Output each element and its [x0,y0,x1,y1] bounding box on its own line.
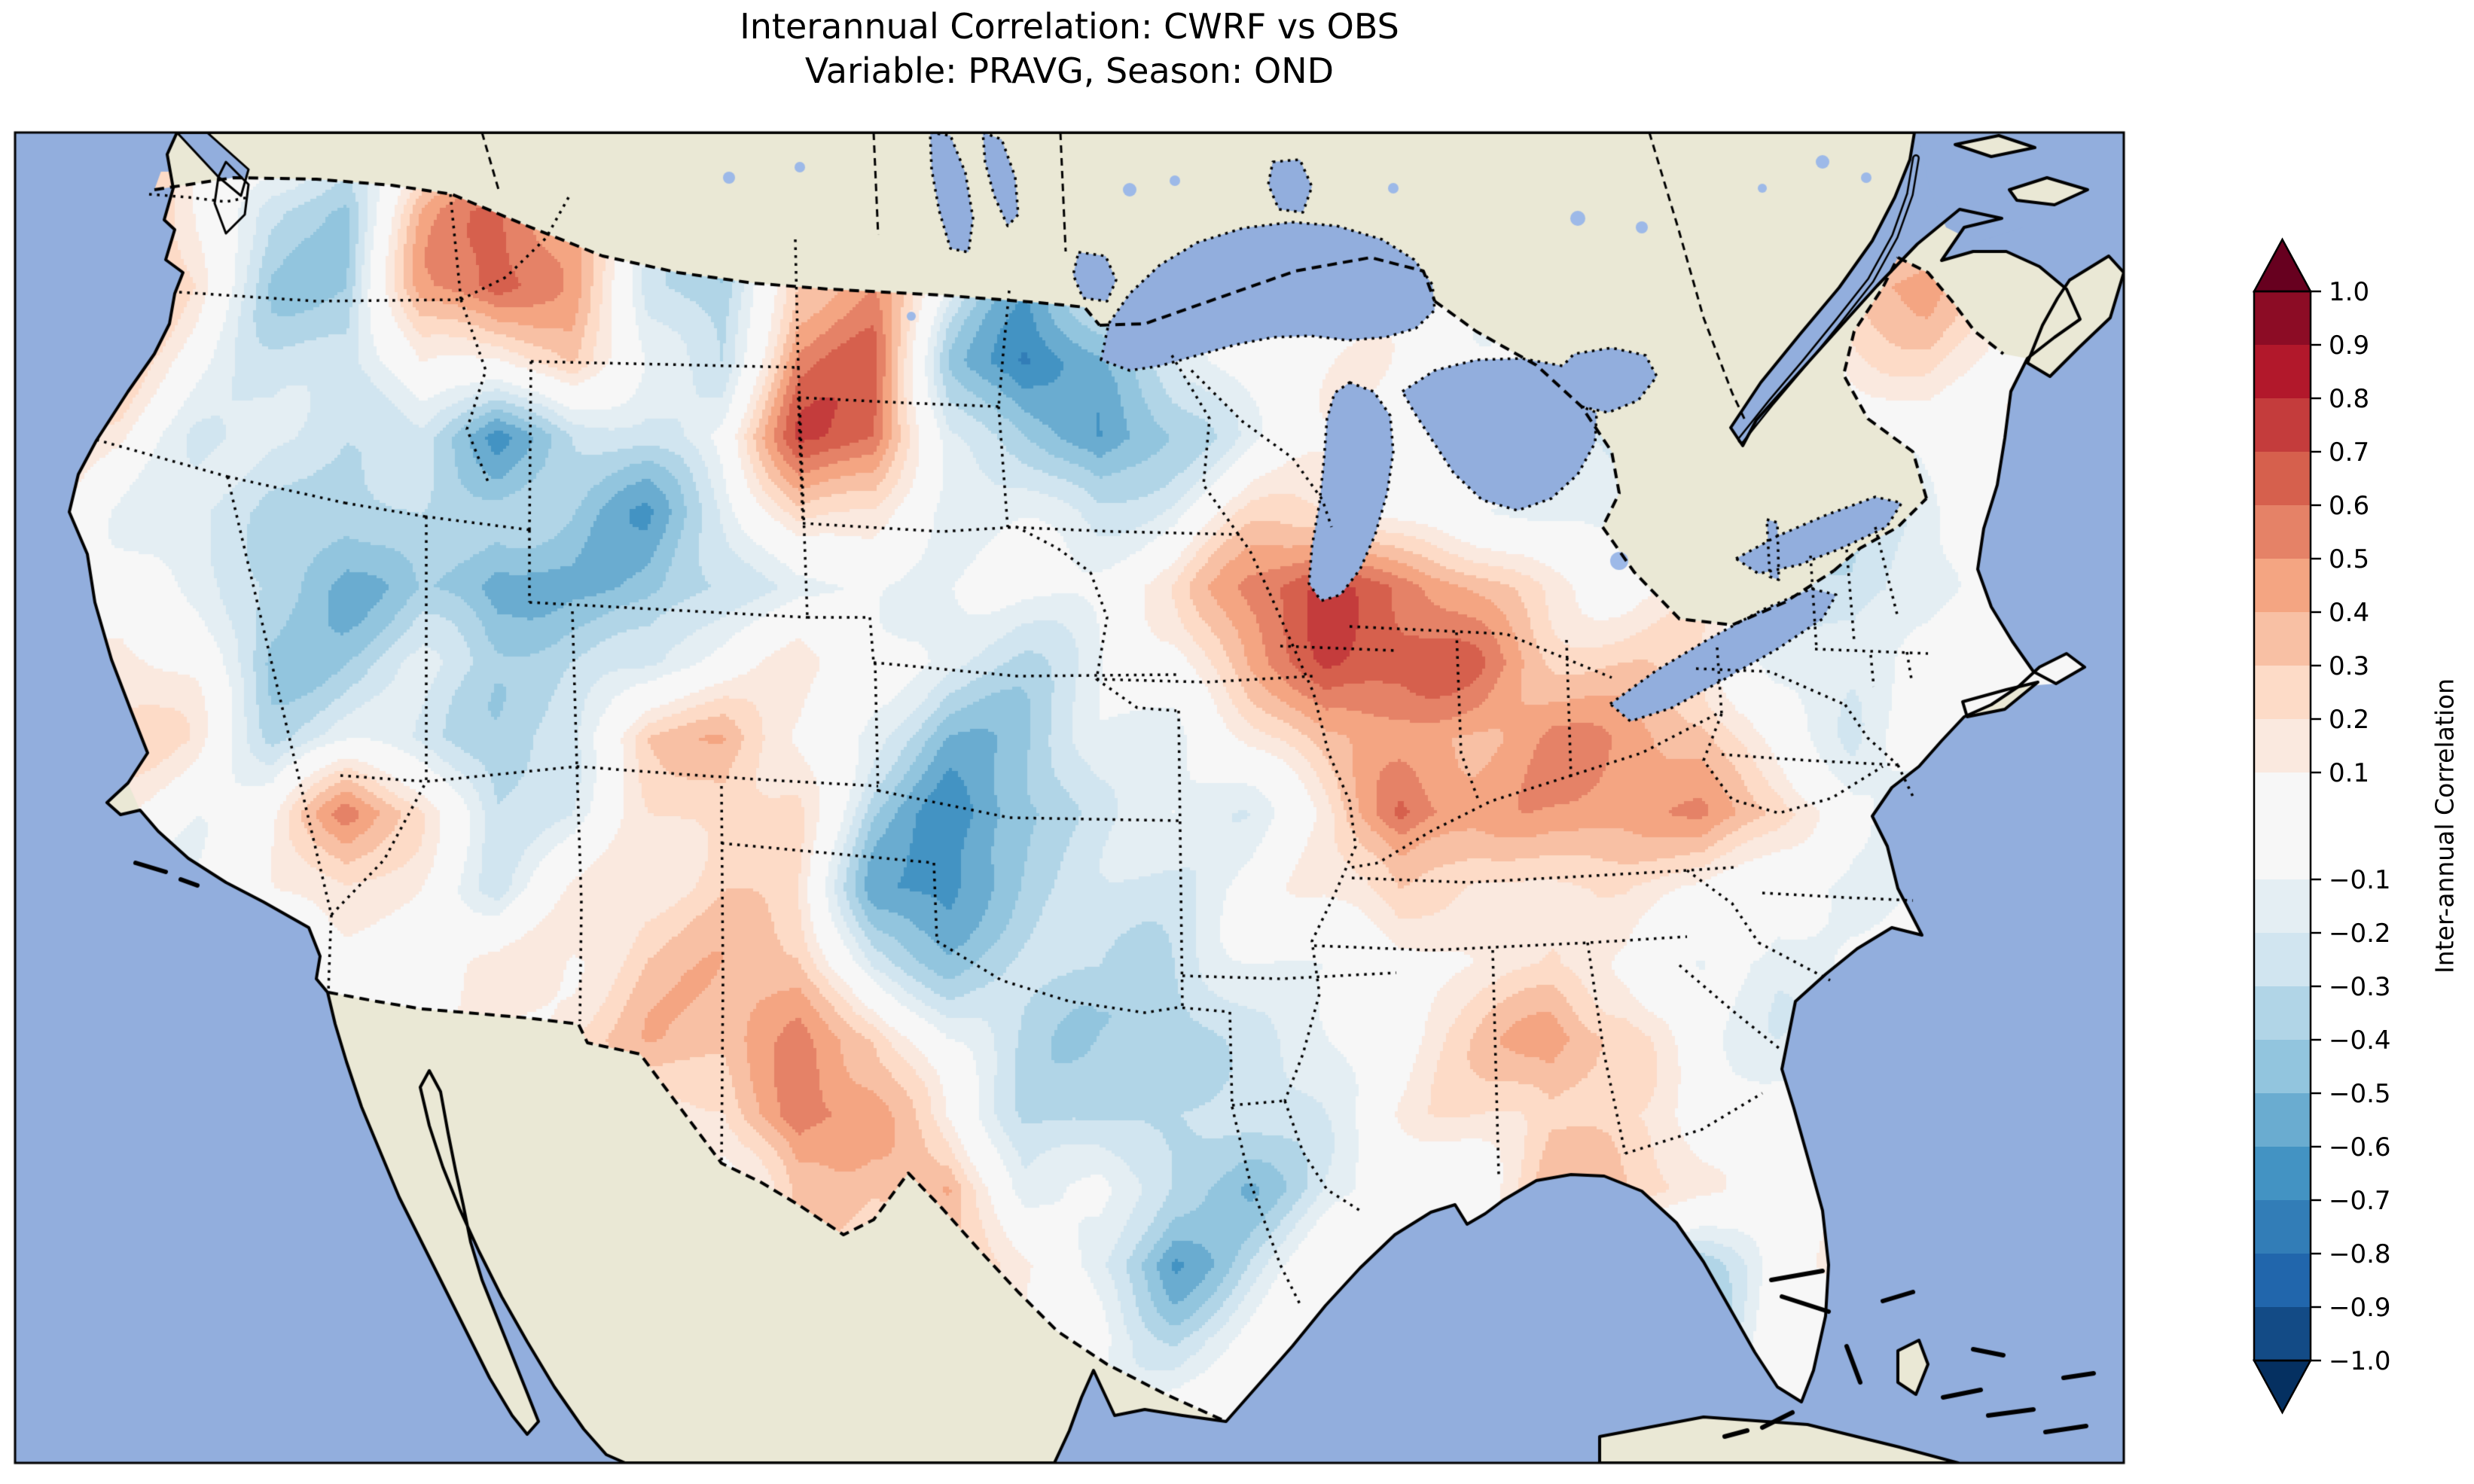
colorbar-tick-label: −0.4 [2329,1025,2391,1056]
colorbar-gradient-segment [2254,345,2311,398]
colorbar-extend-arrow-bottom [2252,1359,2313,1415]
colorbar: 1.0 0.9 0.8 0.7 0.6 0.5 0.4 0.3 0.2 0.1 −0.1 −0.2 −0… [2229,226,2474,1461]
colorbar-tick-label: −0.7 [2329,1186,2391,1216]
colorbar-gradient-segment [2254,452,2311,505]
colorbar-gradient-segment [2254,398,2311,452]
colorbar-gradient-segment [2254,933,2311,986]
colorbar-tick-label: 0.7 [2329,437,2369,468]
colorbar-tick-label: 0.3 [2329,651,2369,681]
colorbar-gradient-segment [2254,505,2311,559]
colorbar-gradient-segment [2254,612,2311,666]
colorbar-tick-label: −0.6 [2329,1132,2391,1163]
colorbar-tick-label: −0.8 [2329,1239,2391,1269]
colorbar-gradient-segment [2254,1307,2311,1361]
colorbar-svg: 1.0 0.9 0.8 0.7 0.6 0.5 0.4 0.3 0.2 0.1 −0.1 −0.2 −0… [2252,237,2391,1415]
colorbar-tick-label: −0.5 [2329,1079,2391,1109]
colorbar-tick-label: 0.9 [2329,331,2369,361]
colorbar-gradient-segment [2254,291,2311,345]
colorbar-outline [2253,290,2312,1362]
colorbar-gradient-segment [2254,666,2311,719]
colorbar-gradient-segment [2254,719,2311,772]
colorbar-axis-label: Inter-annual Correlation [2430,678,2460,974]
colorbar-gradient-segment [2254,1200,2311,1254]
colorbar-gradient-segment [2254,772,2311,879]
colorbar-tick-label: 0.2 [2329,705,2369,735]
colorbar-gradient-segment [2254,559,2311,612]
colorbar-tick-label: 0.8 [2329,384,2369,414]
colorbar-gradient-segment [2254,1040,2311,1093]
colorbar-gradient-segment [2254,879,2311,933]
colorbar-tick-label: −0.2 [2329,919,2391,949]
colorbar-tick-label: 1.0 [2329,277,2369,307]
colorbar-tick-label: −1.0 [2329,1346,2391,1376]
colorbar-gradient-segment [2254,1093,2311,1147]
colorbar-extend-arrow-top [2252,237,2313,293]
colorbar-gradient-segment [2254,1147,2311,1200]
colorbar-tick-label: −0.1 [2329,865,2391,895]
colorbar-tick-label: 0.1 [2329,758,2369,788]
colorbar-tick-label: 0.5 [2329,544,2369,574]
colorbar-tick-label: −0.3 [2329,972,2391,1002]
colorbar-tick-label: −0.9 [2329,1293,2391,1323]
colorbar-gradient-segment [2254,986,2311,1040]
colorbar-tick-label: 0.4 [2329,598,2369,628]
colorbar-gradient-segment [2254,1254,2311,1307]
colorbar-tick-label: 0.6 [2329,491,2369,521]
